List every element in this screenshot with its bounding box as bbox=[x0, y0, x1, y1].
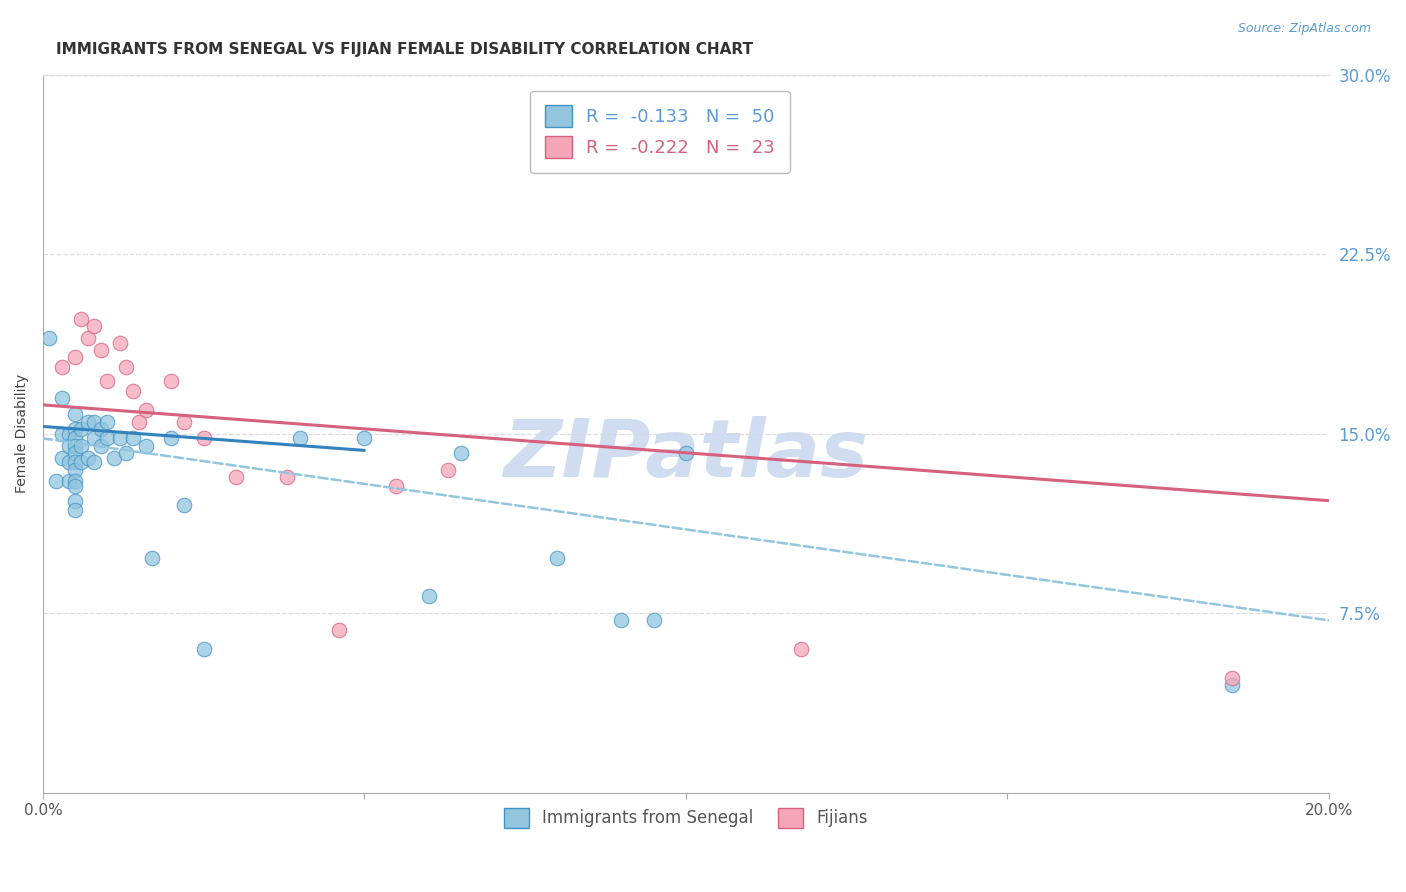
Point bbox=[90, 422, 112, 436]
Point bbox=[63, 408, 86, 422]
Text: ZIPatlas: ZIPatlas bbox=[503, 417, 869, 494]
Point bbox=[418, 590, 440, 604]
Point bbox=[96, 415, 118, 429]
Point bbox=[70, 311, 93, 326]
Point bbox=[58, 455, 80, 469]
Point bbox=[450, 446, 472, 460]
Point bbox=[70, 455, 93, 469]
Point bbox=[63, 475, 86, 489]
Point bbox=[63, 462, 86, 476]
Point bbox=[63, 422, 86, 436]
Point bbox=[51, 391, 73, 405]
Text: IMMIGRANTS FROM SENEGAL VS FIJIAN FEMALE DISABILITY CORRELATION CHART: IMMIGRANTS FROM SENEGAL VS FIJIAN FEMALE… bbox=[56, 42, 752, 57]
Point bbox=[63, 446, 86, 460]
Point bbox=[643, 613, 665, 627]
Point bbox=[160, 431, 183, 445]
Point bbox=[63, 455, 86, 469]
Point bbox=[160, 374, 183, 388]
Point bbox=[141, 551, 163, 566]
Point bbox=[173, 415, 195, 429]
Point bbox=[193, 642, 215, 657]
Point bbox=[437, 462, 460, 476]
Point bbox=[96, 374, 118, 388]
Point bbox=[58, 426, 80, 441]
Point bbox=[90, 439, 112, 453]
Point bbox=[115, 446, 138, 460]
Point bbox=[115, 359, 138, 374]
Point bbox=[51, 450, 73, 465]
Point bbox=[70, 422, 93, 436]
Point bbox=[83, 415, 105, 429]
Point bbox=[58, 439, 80, 453]
Point bbox=[83, 318, 105, 333]
Point bbox=[83, 455, 105, 469]
Point bbox=[77, 331, 100, 345]
Point bbox=[790, 642, 813, 657]
Point bbox=[51, 359, 73, 374]
Point bbox=[675, 446, 697, 460]
Point bbox=[675, 144, 697, 158]
Point bbox=[1220, 678, 1243, 692]
Legend: Immigrants from Senegal, Fijians: Immigrants from Senegal, Fijians bbox=[496, 801, 875, 835]
Point bbox=[135, 439, 157, 453]
Point bbox=[328, 623, 350, 637]
Point bbox=[63, 493, 86, 508]
Point bbox=[173, 499, 195, 513]
Point bbox=[385, 479, 408, 493]
Y-axis label: Female Disability: Female Disability bbox=[15, 374, 30, 493]
Point bbox=[90, 343, 112, 357]
Point bbox=[353, 431, 375, 445]
Point bbox=[122, 431, 145, 445]
Point bbox=[546, 551, 568, 566]
Point bbox=[58, 475, 80, 489]
Point bbox=[38, 331, 60, 345]
Point bbox=[128, 415, 150, 429]
Point bbox=[1220, 671, 1243, 685]
Point bbox=[135, 402, 157, 417]
Point bbox=[70, 439, 93, 453]
Point bbox=[77, 415, 100, 429]
Point bbox=[51, 426, 73, 441]
Point bbox=[45, 475, 67, 489]
Point bbox=[63, 503, 86, 517]
Point bbox=[225, 469, 247, 483]
Point bbox=[276, 469, 298, 483]
Point bbox=[63, 350, 86, 364]
Point bbox=[122, 384, 145, 398]
Point bbox=[63, 439, 86, 453]
Point bbox=[193, 431, 215, 445]
Point bbox=[83, 431, 105, 445]
Point bbox=[103, 450, 125, 465]
Point bbox=[108, 431, 131, 445]
Text: Source: ZipAtlas.com: Source: ZipAtlas.com bbox=[1237, 22, 1371, 36]
Point bbox=[63, 479, 86, 493]
Point bbox=[288, 431, 311, 445]
Point bbox=[77, 450, 100, 465]
Point bbox=[63, 431, 86, 445]
Point bbox=[108, 335, 131, 350]
Point bbox=[610, 613, 633, 627]
Point bbox=[96, 431, 118, 445]
